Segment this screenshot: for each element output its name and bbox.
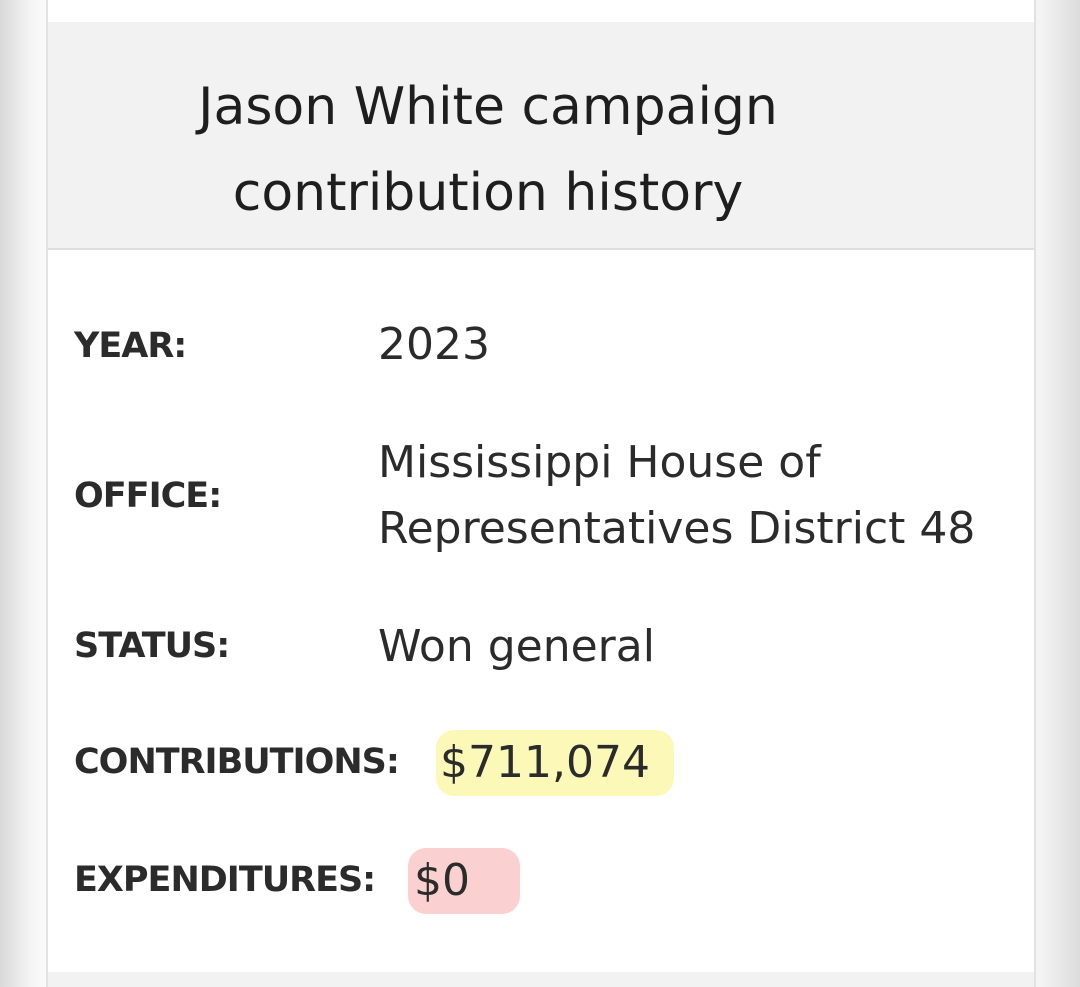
row-value: $711,074: [436, 730, 674, 796]
card-header: Jason White campaign contribution histor…: [48, 22, 1034, 250]
row-value: Mississippi House of Representatives Dis…: [378, 437, 976, 554]
contribution-card: Jason White campaign contribution histor…: [46, 0, 1036, 987]
row-label: YEAR:: [74, 326, 187, 366]
row-value: 2023: [378, 319, 490, 370]
next-section: [48, 972, 1034, 987]
row-label: OFFICE:: [74, 476, 222, 516]
row-label: CONTRIBUTIONS:: [74, 742, 400, 782]
row-value: $0: [408, 848, 520, 914]
card-title: Jason White campaign contribution histor…: [198, 77, 778, 223]
row-value: Won general: [378, 621, 655, 672]
row-label: STATUS:: [74, 626, 230, 666]
row-label: EXPENDITURES:: [74, 860, 376, 900]
